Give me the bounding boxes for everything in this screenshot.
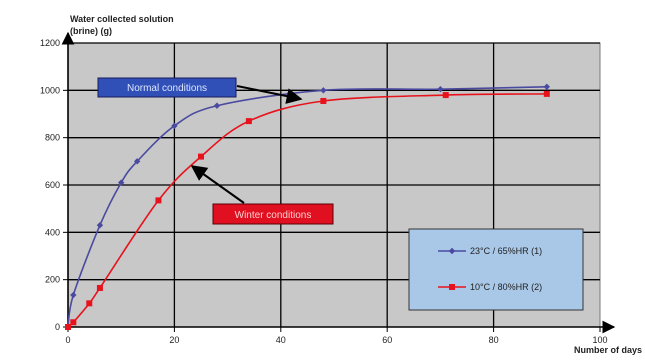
legend-swatch-marker-1 xyxy=(448,247,456,255)
y-tick-label-1: 200 xyxy=(45,275,60,285)
y-axis-title-line2: (brine) (g) xyxy=(70,26,112,36)
annotation-winter-box xyxy=(212,203,334,225)
series-2-point-9 xyxy=(543,90,550,97)
annotation-winter-arrow xyxy=(190,165,245,204)
x-tick-label-4: 80 xyxy=(489,335,499,345)
y-tick-label-3: 600 xyxy=(45,180,60,190)
y-tick-label-4: 800 xyxy=(45,133,60,143)
legend-label-series-2: 10°C / 80%HR (2) xyxy=(470,282,542,292)
y-tick-label-5: 1000 xyxy=(40,85,60,95)
y-axis-title-line1: Water collected solution xyxy=(70,14,174,24)
annotation-normal-label: Normal conditions xyxy=(127,83,207,94)
legend-label-series-1: 23°C / 65%HR (1) xyxy=(470,246,542,256)
series-1-point-4 xyxy=(133,158,141,165)
series-2-point-2 xyxy=(86,300,93,307)
series-2-point-7 xyxy=(320,97,327,104)
legend-items xyxy=(438,247,466,290)
annotation-winter-label: Winter conditions xyxy=(235,210,312,221)
series-1-point-2 xyxy=(96,222,104,229)
series-1-point-1 xyxy=(70,291,77,299)
axes xyxy=(61,31,616,334)
series-1-point-7 xyxy=(320,87,327,94)
legend-box xyxy=(408,228,584,311)
series-layer xyxy=(64,83,550,331)
series-2-point-8 xyxy=(442,92,449,99)
annotation-normal-arrow xyxy=(236,85,303,104)
series-2-point-4 xyxy=(155,197,162,204)
y-tick-label-6: 1200 xyxy=(40,38,60,48)
annotation-normal-box xyxy=(97,77,237,98)
legend: 23°C / 65%HR (1) 10°C / 80%HR (2) xyxy=(408,228,584,311)
series-1-point-6 xyxy=(213,102,221,109)
annotation-winter: Winter conditions xyxy=(190,165,334,225)
series-2-point-5 xyxy=(198,153,204,160)
legend-swatch-marker-2 xyxy=(449,284,455,290)
series-1-point-5 xyxy=(171,122,178,130)
x-tick-label-3: 60 xyxy=(382,335,392,345)
series-2-point-1 xyxy=(70,319,77,326)
series-2-line xyxy=(67,93,547,328)
y-tick-label-2: 400 xyxy=(45,227,60,237)
series-2 xyxy=(65,90,550,330)
y-tick-label-0: 0 xyxy=(55,322,60,332)
series-1-point-3 xyxy=(118,179,125,186)
x-tick-label-2: 40 xyxy=(276,335,286,345)
series-1-point-9 xyxy=(543,83,550,90)
x-axis-title: Number of days xyxy=(574,345,642,355)
x-tick-label-1: 20 xyxy=(169,335,179,345)
series-1 xyxy=(64,83,550,331)
series-1-point-8 xyxy=(437,85,444,93)
series-2-point-6 xyxy=(245,118,252,125)
x-tick-label-5: 100 xyxy=(592,335,607,345)
x-tick-label-0: 0 xyxy=(65,335,70,345)
series-2-point-0 xyxy=(65,324,71,330)
series-2-point-3 xyxy=(96,284,103,291)
annotation-normal: Normal conditions xyxy=(97,77,303,104)
